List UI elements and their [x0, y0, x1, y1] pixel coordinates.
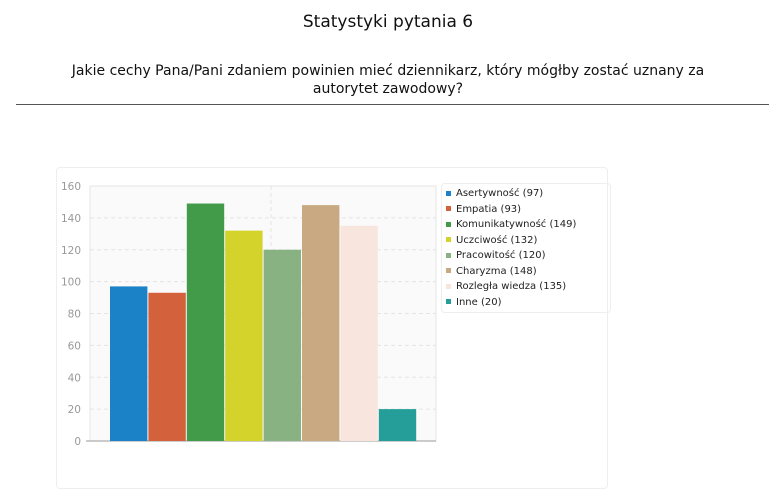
divider — [16, 104, 769, 105]
legend-item[interactable]: Komunikatywność (149) — [446, 217, 606, 233]
legend-label: Inne (20) — [456, 296, 502, 308]
question-text: Jakie cechy Pana/Pani zdaniem powinien m… — [71, 63, 705, 97]
legend-item[interactable]: Uczciwość (132) — [446, 233, 606, 249]
y-tick-label: 160 — [61, 181, 81, 193]
bar-pracowitość — [263, 249, 301, 441]
y-tick-label: 100 — [61, 277, 81, 289]
legend-label: Charyzma (148) — [456, 265, 537, 277]
legend-label: Pracowitość (120) — [456, 250, 546, 261]
legend-item[interactable]: Asertywność (97) — [446, 186, 606, 202]
y-tick-label: 140 — [61, 213, 81, 225]
legend-swatch-icon — [446, 206, 451, 211]
bar-empatia — [148, 292, 186, 441]
bar-komunikatywność — [186, 203, 225, 441]
chart-legend: Asertywność (97) Empatia (93) Komunikatywn… — [441, 183, 611, 313]
legend-label: Empatia (93) — [456, 203, 522, 215]
legend-label: Rozległa wiedza (135) — [456, 281, 567, 292]
y-tick-label: 120 — [61, 245, 81, 257]
y-tick-label: 40 — [68, 372, 81, 384]
bar-rozległa-wiedza — [340, 225, 378, 441]
legend-item[interactable]: Empatia (93) — [446, 202, 606, 218]
y-tick-label: 20 — [68, 404, 81, 416]
legend-swatch-icon — [446, 283, 451, 289]
page-title: Statystyki pytania 6 — [302, 12, 474, 32]
legend-label: Uczciwość (132) — [456, 234, 538, 246]
bar-asertywność — [110, 286, 148, 441]
legend-item[interactable]: Inne (20) — [446, 295, 606, 311]
legend-label: Komunikatywność (149) — [456, 219, 577, 230]
legend-swatch-icon — [446, 299, 451, 304]
legend-swatch-icon — [446, 237, 451, 242]
legend-item[interactable]: Rozległa wiedza (135) — [446, 279, 606, 295]
bar-uczciwość — [225, 230, 263, 441]
y-tick-label: 0 — [74, 436, 81, 448]
bar-inne — [378, 409, 417, 441]
bar-charyzma — [302, 205, 340, 441]
legend-swatch-icon — [446, 221, 451, 227]
y-tick-label: 60 — [68, 340, 81, 352]
legend-item[interactable]: Charyzma (148) — [446, 264, 606, 280]
legend-swatch-icon — [446, 268, 451, 273]
y-tick-label: 80 — [68, 309, 81, 321]
legend-swatch-icon — [446, 190, 451, 196]
legend-item[interactable]: Pracowitość (120) — [446, 248, 606, 264]
legend-label: Asertywność (97) — [456, 188, 544, 199]
bar-chart: 0 20 40 60 80 100 120 140 160 — [61, 181, 437, 448]
legend-swatch-icon — [446, 252, 451, 258]
